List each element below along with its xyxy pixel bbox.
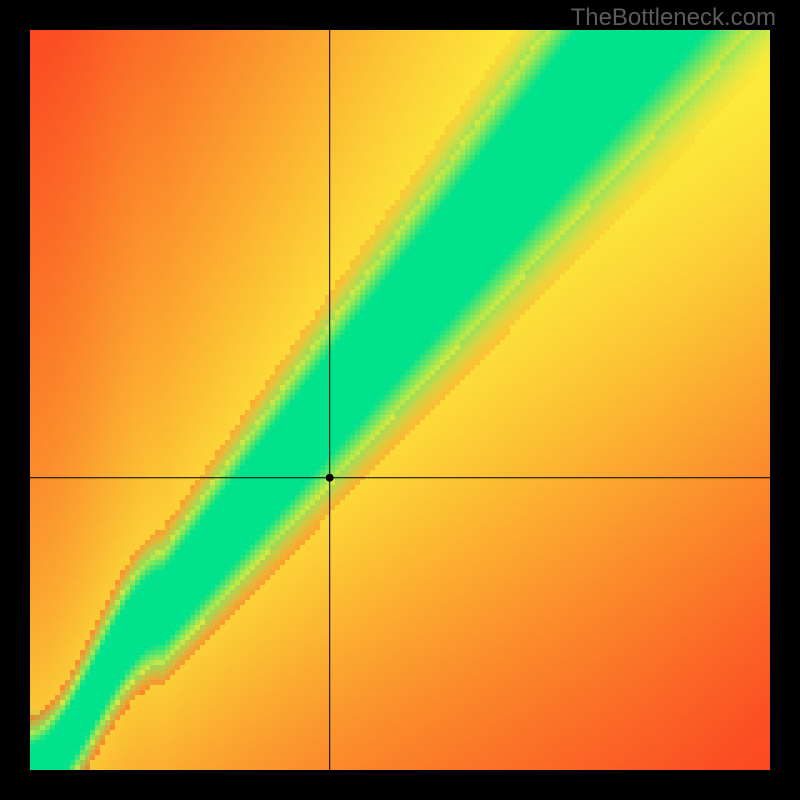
bottleneck-heatmap <box>30 30 770 770</box>
chart-container: TheBottleneck.com <box>0 0 800 800</box>
watermark-text: TheBottleneck.com <box>571 4 776 32</box>
